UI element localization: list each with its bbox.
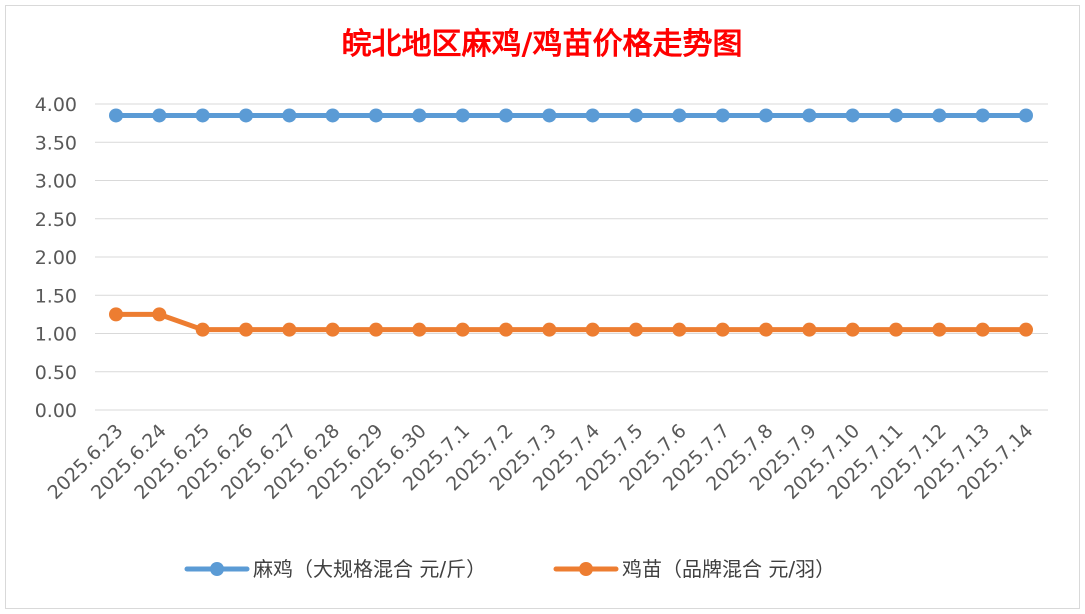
y-tick-label: 1.50 bbox=[35, 285, 77, 307]
y-tick-label: 2.50 bbox=[35, 209, 77, 231]
data-point bbox=[412, 322, 427, 337]
data-point bbox=[542, 322, 557, 337]
data-point bbox=[369, 108, 383, 123]
y-tick-label: 0.00 bbox=[35, 400, 77, 422]
data-point bbox=[715, 322, 730, 337]
data-point bbox=[889, 322, 903, 337]
legend-label: 麻鸡（大规格混合 元/斤） bbox=[253, 557, 486, 581]
data-point bbox=[325, 322, 340, 337]
legend-swatch-marker bbox=[579, 562, 593, 576]
y-tick-label: 3.50 bbox=[35, 132, 77, 154]
data-point bbox=[845, 108, 860, 123]
data-point bbox=[369, 322, 383, 337]
chart-frame bbox=[5, 5, 1080, 609]
data-point bbox=[759, 322, 773, 337]
data-point bbox=[239, 322, 253, 337]
grid-lines bbox=[95, 103, 1048, 411]
data-point bbox=[455, 322, 470, 337]
data-point bbox=[542, 108, 557, 123]
data-point bbox=[499, 108, 513, 123]
data-point bbox=[975, 108, 990, 123]
data-point bbox=[629, 322, 643, 337]
legend-label: 鸡苗（品牌混合 元/羽） bbox=[622, 557, 835, 581]
x-axis-ticks: 2025.6.232025.6.242025.6.252025.6.262025… bbox=[44, 420, 1038, 504]
data-point bbox=[932, 108, 947, 123]
data-point bbox=[932, 322, 947, 337]
data-point bbox=[975, 322, 990, 337]
data-point bbox=[1019, 108, 1033, 123]
data-point bbox=[152, 307, 167, 322]
data-point bbox=[239, 108, 253, 123]
data-point bbox=[715, 108, 730, 123]
data-point bbox=[499, 322, 513, 337]
y-tick-label: 4.00 bbox=[35, 94, 77, 116]
legend: 麻鸡（大规格混合 元/斤） 鸡苗（品牌混合 元/羽） bbox=[184, 557, 835, 581]
data-point bbox=[672, 108, 687, 123]
data-point bbox=[152, 108, 167, 123]
series-1 bbox=[109, 108, 1033, 123]
chart-title: 皖北地区麻鸡/鸡苗价格走势图 bbox=[342, 27, 743, 62]
y-tick-label: 0.50 bbox=[35, 362, 77, 384]
data-point bbox=[672, 322, 687, 337]
legend-swatch-marker bbox=[210, 562, 224, 576]
data-point bbox=[1019, 322, 1033, 337]
series-lines bbox=[109, 108, 1033, 337]
data-point bbox=[802, 322, 817, 337]
y-tick-label: 3.00 bbox=[35, 171, 77, 193]
data-point bbox=[802, 108, 817, 123]
data-point bbox=[845, 322, 860, 337]
data-point bbox=[109, 108, 123, 123]
data-point bbox=[412, 108, 427, 123]
y-tick-label: 1.00 bbox=[35, 324, 77, 346]
legend-item: 鸡苗（品牌混合 元/羽） bbox=[553, 557, 835, 581]
data-point bbox=[455, 108, 470, 123]
data-point bbox=[585, 322, 600, 337]
data-point bbox=[585, 108, 600, 123]
data-point bbox=[282, 108, 297, 123]
data-point bbox=[759, 108, 773, 123]
data-point bbox=[109, 307, 123, 322]
series-2 bbox=[109, 307, 1033, 337]
series-line bbox=[113, 311, 1029, 333]
data-point bbox=[629, 108, 643, 123]
data-point bbox=[195, 108, 210, 123]
data-point bbox=[282, 322, 297, 337]
data-point bbox=[889, 108, 903, 123]
data-point bbox=[195, 322, 210, 337]
y-axis-ticks: 0.00 0.50 1.00 1.50 2.00 2.50 3.00 3.50 4.00 bbox=[35, 94, 77, 422]
data-point bbox=[325, 108, 340, 123]
y-tick-label: 2.00 bbox=[35, 247, 77, 269]
legend-item: 麻鸡（大规格混合 元/斤） bbox=[184, 557, 486, 581]
